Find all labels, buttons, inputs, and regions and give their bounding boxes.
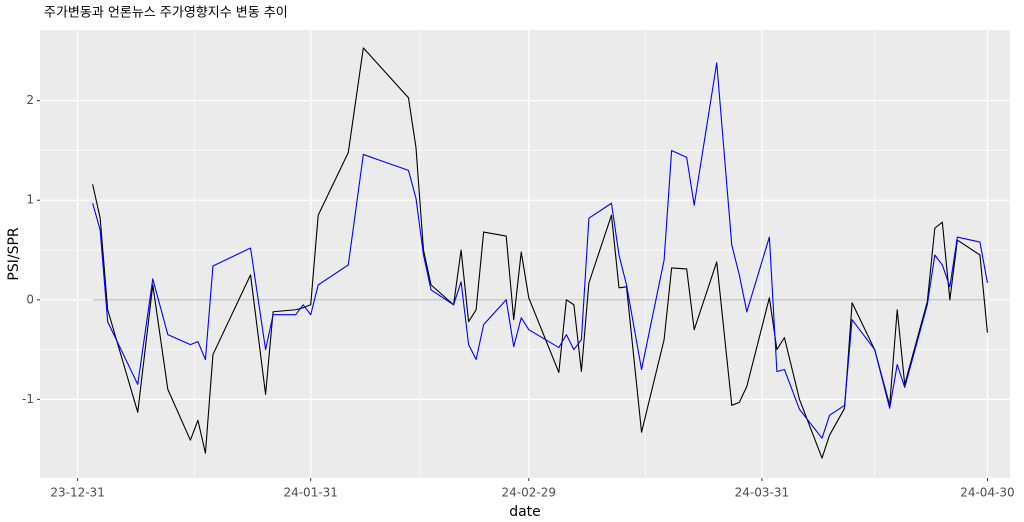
- marks: [92, 47, 988, 459]
- x-tick-label: 24-04-30: [960, 486, 1014, 500]
- y-tick-label: 2: [26, 93, 34, 107]
- x-axis-title: date: [509, 504, 541, 520]
- y-tick-label: 1: [26, 193, 34, 207]
- panel: [40, 30, 1010, 478]
- chart-title: 주가변동과 언론뉴스 주가영향지수 변동 추이: [44, 6, 288, 21]
- y-tick-label: 0: [26, 292, 34, 306]
- y-tick-label: -1: [22, 392, 34, 406]
- x-tick-label: 24-03-31: [735, 486, 789, 500]
- series-line: [92, 62, 988, 439]
- series-line: [92, 47, 988, 459]
- y-axis-title: PSI/SPR: [6, 227, 22, 281]
- x-tick-label: 24-02-29: [502, 486, 556, 500]
- x-tick-label: 24-01-31: [283, 486, 337, 500]
- x-tick-label: 23-12-31: [50, 486, 104, 500]
